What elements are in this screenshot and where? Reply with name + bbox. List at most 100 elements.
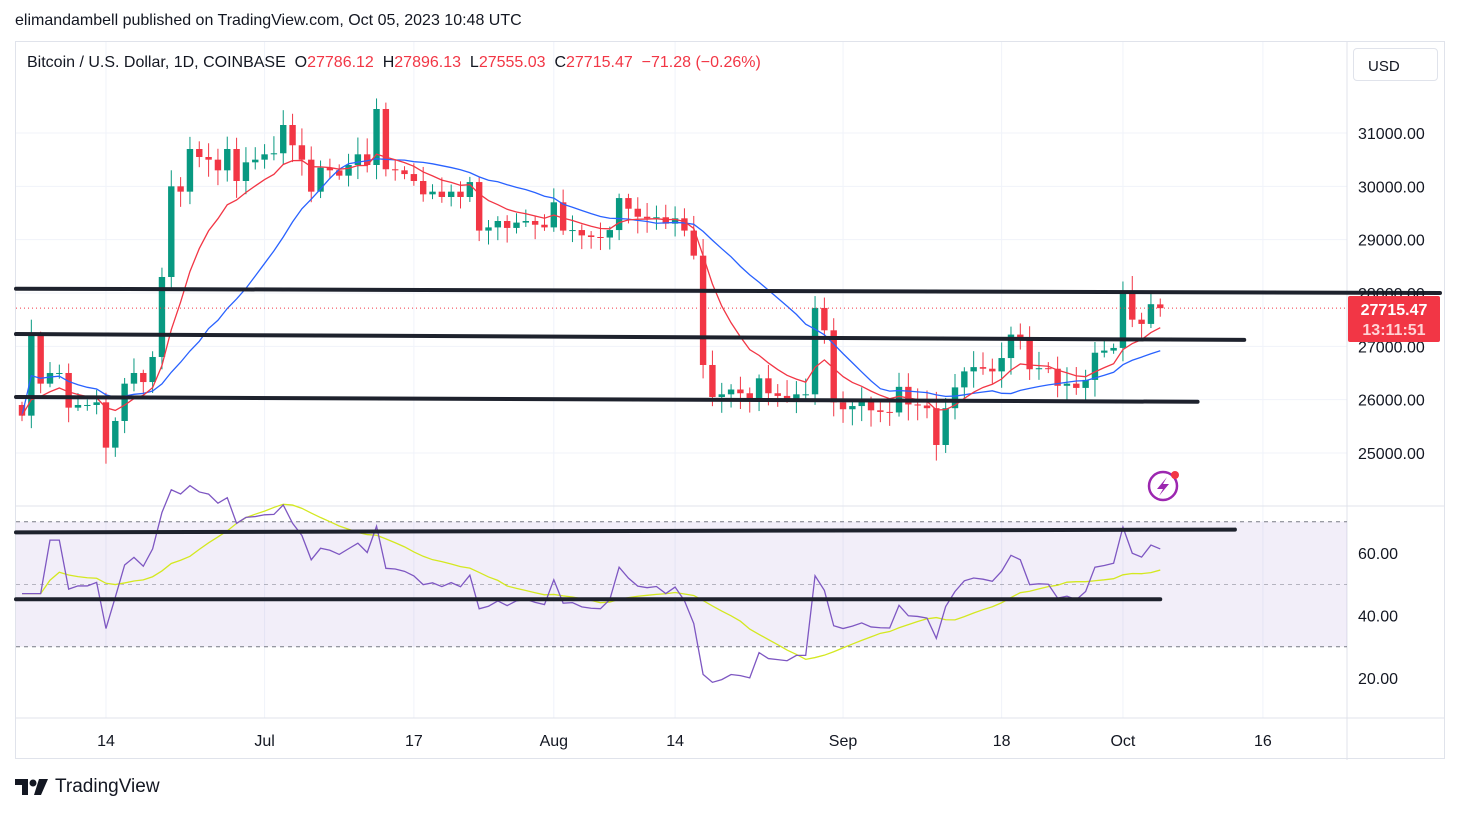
candle-body <box>877 410 884 412</box>
candle-body <box>233 148 240 181</box>
candle-body <box>690 230 697 256</box>
candle-body <box>727 389 735 395</box>
candle-body <box>84 404 91 406</box>
candle-body <box>765 378 772 394</box>
candle-body <box>345 164 352 176</box>
candle-body <box>130 372 138 384</box>
time-tick-label: 16 <box>1254 733 1272 750</box>
time-tick-label: Oct <box>1110 733 1135 750</box>
candle-body <box>811 307 819 395</box>
candle-body <box>56 372 63 374</box>
time-tick-label: Aug <box>540 733 568 750</box>
candle-body <box>65 372 72 408</box>
candle-body <box>1147 304 1155 324</box>
candle-body <box>410 174 418 181</box>
candle-body <box>513 222 520 228</box>
candle-body <box>559 202 567 231</box>
candle-body <box>653 217 660 219</box>
candle-body <box>569 230 576 232</box>
candle-body <box>1138 319 1145 324</box>
candle-body <box>625 198 632 209</box>
candle-body <box>186 148 194 192</box>
high-label: H <box>382 54 395 71</box>
candle-body <box>1035 368 1043 370</box>
candle-body <box>158 276 166 357</box>
candle-body <box>597 236 604 238</box>
candle-body <box>1129 292 1136 320</box>
candle-body <box>475 182 483 231</box>
candle-body <box>933 408 940 445</box>
rsi-tick-label: 40.00 <box>1358 609 1398 626</box>
close-value: 27715.47 <box>566 54 633 71</box>
candle-body <box>18 404 26 416</box>
candle-body <box>1045 368 1052 370</box>
candle-body <box>326 167 334 171</box>
price-tick-label: 25000.00 <box>1358 446 1425 463</box>
candle-body <box>998 358 1005 372</box>
notification-dot <box>1171 471 1179 479</box>
open-value: 27786.12 <box>307 54 374 71</box>
candle-body <box>681 218 688 231</box>
candle-body <box>774 393 781 396</box>
time-tick-label: Jul <box>254 733 274 750</box>
candle-body <box>37 335 44 384</box>
currency-button[interactable]: USD <box>1353 48 1438 81</box>
price-tick-label: 30000.00 <box>1358 179 1425 196</box>
rsi-level-line <box>14 527 1237 535</box>
candle-body <box>1063 383 1071 386</box>
candle-body <box>1110 347 1117 351</box>
candle-body <box>1073 383 1080 388</box>
candle-body <box>149 356 156 383</box>
candle-body <box>1007 334 1015 359</box>
price-tick-label: 29000.00 <box>1358 233 1425 250</box>
symbol-title[interactable]: Bitcoin / U.S. Dollar, 1D, COINBASE <box>27 54 286 71</box>
candle-body <box>942 408 949 445</box>
candle-body <box>662 217 669 224</box>
candle-body <box>485 227 492 231</box>
price-level-line <box>14 394 1200 404</box>
candle-body <box>392 169 399 171</box>
candle-body <box>606 230 613 238</box>
low-label: L <box>469 54 479 71</box>
time-tick-label: 18 <box>993 733 1011 750</box>
candle-body <box>923 405 931 409</box>
time-tick-label: 14 <box>97 733 115 750</box>
candle-body <box>1082 379 1089 388</box>
candle-body <box>867 401 875 411</box>
candle-body <box>1054 368 1061 386</box>
candle-body <box>522 220 530 223</box>
candle-body <box>373 109 380 165</box>
candle-body <box>858 401 865 407</box>
candle-body <box>671 218 679 224</box>
candle-body <box>1026 339 1033 370</box>
candle-body <box>214 159 222 171</box>
candle-body <box>112 420 119 448</box>
change-value: −71.28 (−0.26%) <box>641 54 761 71</box>
candle-body <box>503 220 511 228</box>
last-price-label: 27715.47 <box>1361 302 1428 319</box>
open-label: O <box>294 54 308 71</box>
candle-body <box>401 170 408 175</box>
candle-body <box>364 154 371 165</box>
candle-body <box>261 154 268 160</box>
lightning-icon-bolt <box>1157 477 1169 496</box>
candle-body <box>979 367 987 369</box>
candle-body <box>382 109 390 170</box>
candle-body <box>821 307 828 331</box>
candle-body <box>699 255 707 365</box>
candle-body <box>886 411 893 413</box>
candle-body <box>280 125 287 154</box>
candle-body <box>737 389 744 394</box>
chart-frame[interactable] <box>15 41 1445 759</box>
tradingview-logo[interactable]: TradingView <box>15 776 160 798</box>
price-tick-label: 31000.00 <box>1358 126 1425 143</box>
candle-body <box>961 371 968 388</box>
candle-body <box>905 386 912 405</box>
low-value: 27555.03 <box>478 54 546 71</box>
lightning-icon[interactable] <box>1147 470 1179 502</box>
candle-body <box>914 404 921 406</box>
candle-body <box>849 406 856 410</box>
candle-body <box>102 402 110 448</box>
slow-ma-line <box>21 158 1161 416</box>
